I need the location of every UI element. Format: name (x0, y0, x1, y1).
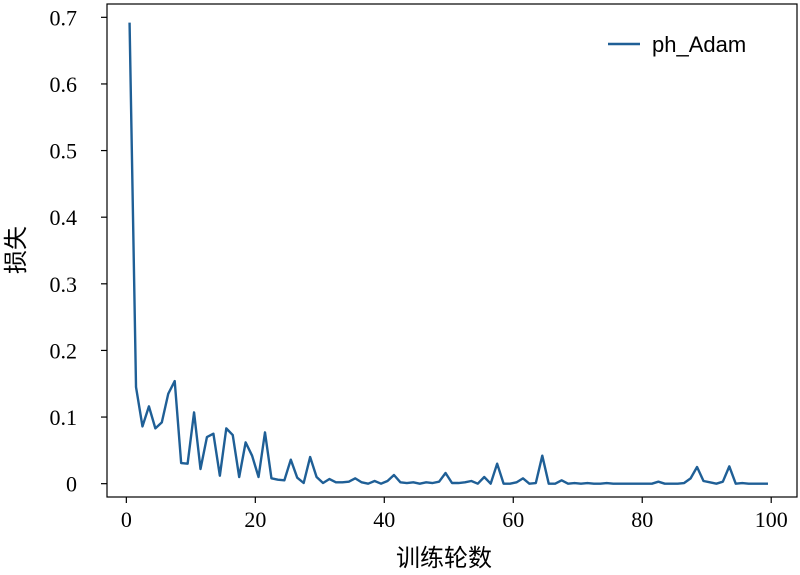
y-tick-label: 0.3 (50, 272, 78, 297)
x-tick-label: 80 (631, 507, 653, 532)
x-axis-label: 训练轮数 (396, 544, 492, 572)
y-tick-label: 0.6 (50, 72, 78, 97)
x-tick-label: 20 (244, 507, 266, 532)
x-tick-label: 60 (502, 507, 524, 532)
legend-label: ph_Adam (652, 32, 746, 57)
x-tick-label: 0 (121, 507, 132, 532)
legend: ph_Adam (608, 32, 746, 57)
x-tick-label: 100 (755, 507, 788, 532)
axes: 0 20 40 60 80 100 0 0.1 0.2 0.3 0.4 0.5 0.6 0.7 训练轮数 损失 (2, 3, 798, 572)
plot-area (128, 22, 768, 485)
y-tick-label: 0.4 (50, 205, 78, 230)
y-axis-label: 损失 (2, 226, 30, 274)
series-line-0 (128, 22, 768, 485)
x-tick-label: 40 (373, 507, 395, 532)
y-tick-label: 0.7 (50, 5, 78, 30)
y-tick-label: 0.1 (50, 405, 78, 430)
y-tick-label: 0.2 (50, 338, 78, 363)
y-tick-label: 0 (66, 472, 77, 497)
plot-frame (106, 3, 798, 498)
y-tick-label: 0.5 (50, 139, 78, 164)
